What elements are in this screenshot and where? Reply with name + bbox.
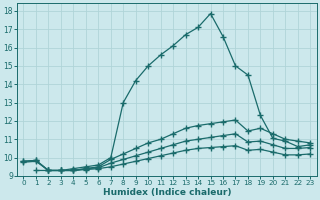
- X-axis label: Humidex (Indice chaleur): Humidex (Indice chaleur): [103, 188, 231, 197]
